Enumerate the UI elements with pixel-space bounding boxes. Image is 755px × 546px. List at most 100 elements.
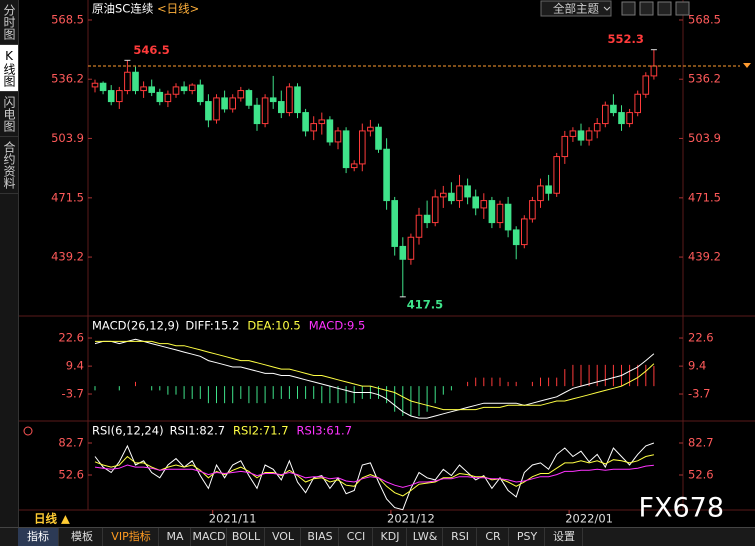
candle-body — [448, 192, 455, 202]
candle-body — [626, 112, 633, 125]
legend-entry: MACD:9.5 — [309, 319, 366, 333]
candle-body — [577, 130, 585, 141]
candle-body — [642, 75, 650, 95]
toolbar-tab[interactable]: LW& — [408, 528, 443, 546]
candle-body — [634, 93, 642, 114]
toolbar-tab[interactable]: BIAS — [302, 528, 339, 546]
candle-body — [488, 200, 496, 224]
candle-body — [221, 97, 228, 110]
y-tick-label: 536.2 — [51, 72, 84, 86]
theme-button-label[interactable]: 全部主题 — [553, 2, 599, 16]
indicator-line — [94, 442, 655, 511]
toolbar-tab[interactable]: VOL — [266, 528, 301, 546]
candle-body — [415, 214, 423, 238]
candle-body — [407, 236, 415, 260]
candle-body — [375, 126, 382, 150]
y-tick-label: 9.4 — [688, 359, 706, 373]
toolbar-tab[interactable]: 指标 — [18, 528, 59, 546]
candle-body — [431, 196, 439, 224]
legend-entry: RSI3:61.7 — [297, 424, 352, 438]
y-tick-label: 52.6 — [688, 468, 714, 482]
dropdown-icon — [603, 6, 611, 11]
candle-body — [521, 218, 528, 246]
y-tick-label: 471.5 — [51, 190, 84, 204]
candle-body — [456, 185, 463, 202]
candle-body — [423, 214, 431, 224]
toolbar-tab[interactable]: RSI — [444, 528, 477, 546]
candle-body — [342, 130, 350, 169]
y-tick-label: 9.4 — [66, 359, 84, 373]
candle-body — [294, 86, 301, 114]
y-tick-label: 536.2 — [688, 72, 721, 86]
candle-body — [148, 86, 155, 93]
candle-body — [205, 101, 212, 121]
candle-body — [302, 112, 309, 132]
candle-body — [116, 90, 123, 103]
toolbar: 指标 模板 VIP指标 MA MACD BOLL VOL BIAS CCI KDJ LW& RSI CR… — [0, 527, 755, 546]
y-tick-label: -3.7 — [62, 387, 84, 401]
sidebar-tab[interactable]: 合约资料 — [0, 137, 18, 194]
candle-body — [286, 86, 293, 114]
candle-body — [197, 84, 204, 103]
candle-body — [512, 229, 520, 246]
window-button[interactable] — [675, 1, 690, 16]
toolbar-tab[interactable]: KDJ — [374, 528, 407, 546]
toolbar-tab[interactable]: CR — [478, 528, 509, 546]
window-button[interactable] — [639, 1, 654, 16]
candle-body — [229, 97, 236, 110]
toolbar-tab[interactable]: MACD — [192, 528, 227, 546]
x-tick-label: 2021/11 — [209, 512, 257, 526]
toolbar-tab[interactable]: BOLL — [228, 528, 265, 546]
watermark: FX678 — [638, 493, 724, 524]
candle-body — [278, 101, 285, 114]
indicator-title: MACD(26,12,9) — [92, 319, 179, 333]
candle-body — [164, 93, 172, 103]
window-button[interactable] — [621, 1, 636, 16]
candle-body — [553, 156, 561, 194]
candle-body — [269, 97, 277, 103]
candle-body — [593, 123, 601, 132]
sidebar-tab[interactable]: 分时图 — [0, 0, 18, 45]
y-tick-label: 439.2 — [51, 250, 84, 264]
toolbar-tab[interactable]: CCI — [340, 528, 373, 546]
legend-entry: DIFF:15.2 — [185, 319, 239, 333]
period-label[interactable]: 日线 ▲ — [34, 512, 70, 526]
sidebar-tab[interactable]: 闪电图 — [0, 92, 18, 137]
panel-icon[interactable] — [23, 426, 33, 436]
indicator-line — [95, 340, 655, 411]
candle-body — [602, 104, 609, 125]
instrument-title: 原油SC连续 — [92, 2, 153, 16]
toolbar-tab[interactable]: VIP指标 — [104, 528, 159, 546]
candle-body — [480, 200, 488, 209]
candle-body — [213, 97, 220, 121]
y-tick-label: 22.6 — [58, 331, 84, 345]
period-title: <日线> — [157, 2, 199, 16]
sidebar-tab[interactable]: K线图 — [0, 45, 18, 92]
toolbar-tab[interactable]: 模板 — [62, 528, 103, 546]
candle-body — [334, 130, 342, 143]
candle-body — [529, 200, 536, 220]
legend-entry: RSI2:71.7 — [233, 424, 288, 438]
candle-body — [391, 200, 398, 247]
candle-body — [140, 86, 147, 92]
toolbar-tab[interactable]: 设置 — [546, 528, 583, 546]
x-tick-label: 2021/12 — [387, 512, 435, 526]
y-tick-label: 82.7 — [688, 435, 714, 449]
toolbar-tab[interactable]: PSY — [510, 528, 545, 546]
theme-button[interactable] — [540, 0, 612, 17]
candle-body — [464, 185, 471, 198]
y-tick-label: 568.5 — [51, 12, 84, 26]
toolbar-tab[interactable]: MA — [160, 528, 191, 546]
y-tick-label: -3.7 — [688, 387, 710, 401]
candle-body — [367, 126, 374, 132]
y-tick-label: 568.5 — [688, 12, 721, 26]
indicator-line — [94, 338, 655, 419]
candle-body — [124, 71, 131, 92]
chart: 原油SC连续 <日线> 全部主题 日线 ▲ FX678 439.2 439.2 47… — [18, 0, 755, 527]
window-button[interactable] — [657, 1, 672, 16]
candle-body — [545, 185, 552, 194]
candle-body — [496, 203, 504, 224]
candle-body — [261, 97, 269, 125]
candle-body — [188, 84, 196, 92]
